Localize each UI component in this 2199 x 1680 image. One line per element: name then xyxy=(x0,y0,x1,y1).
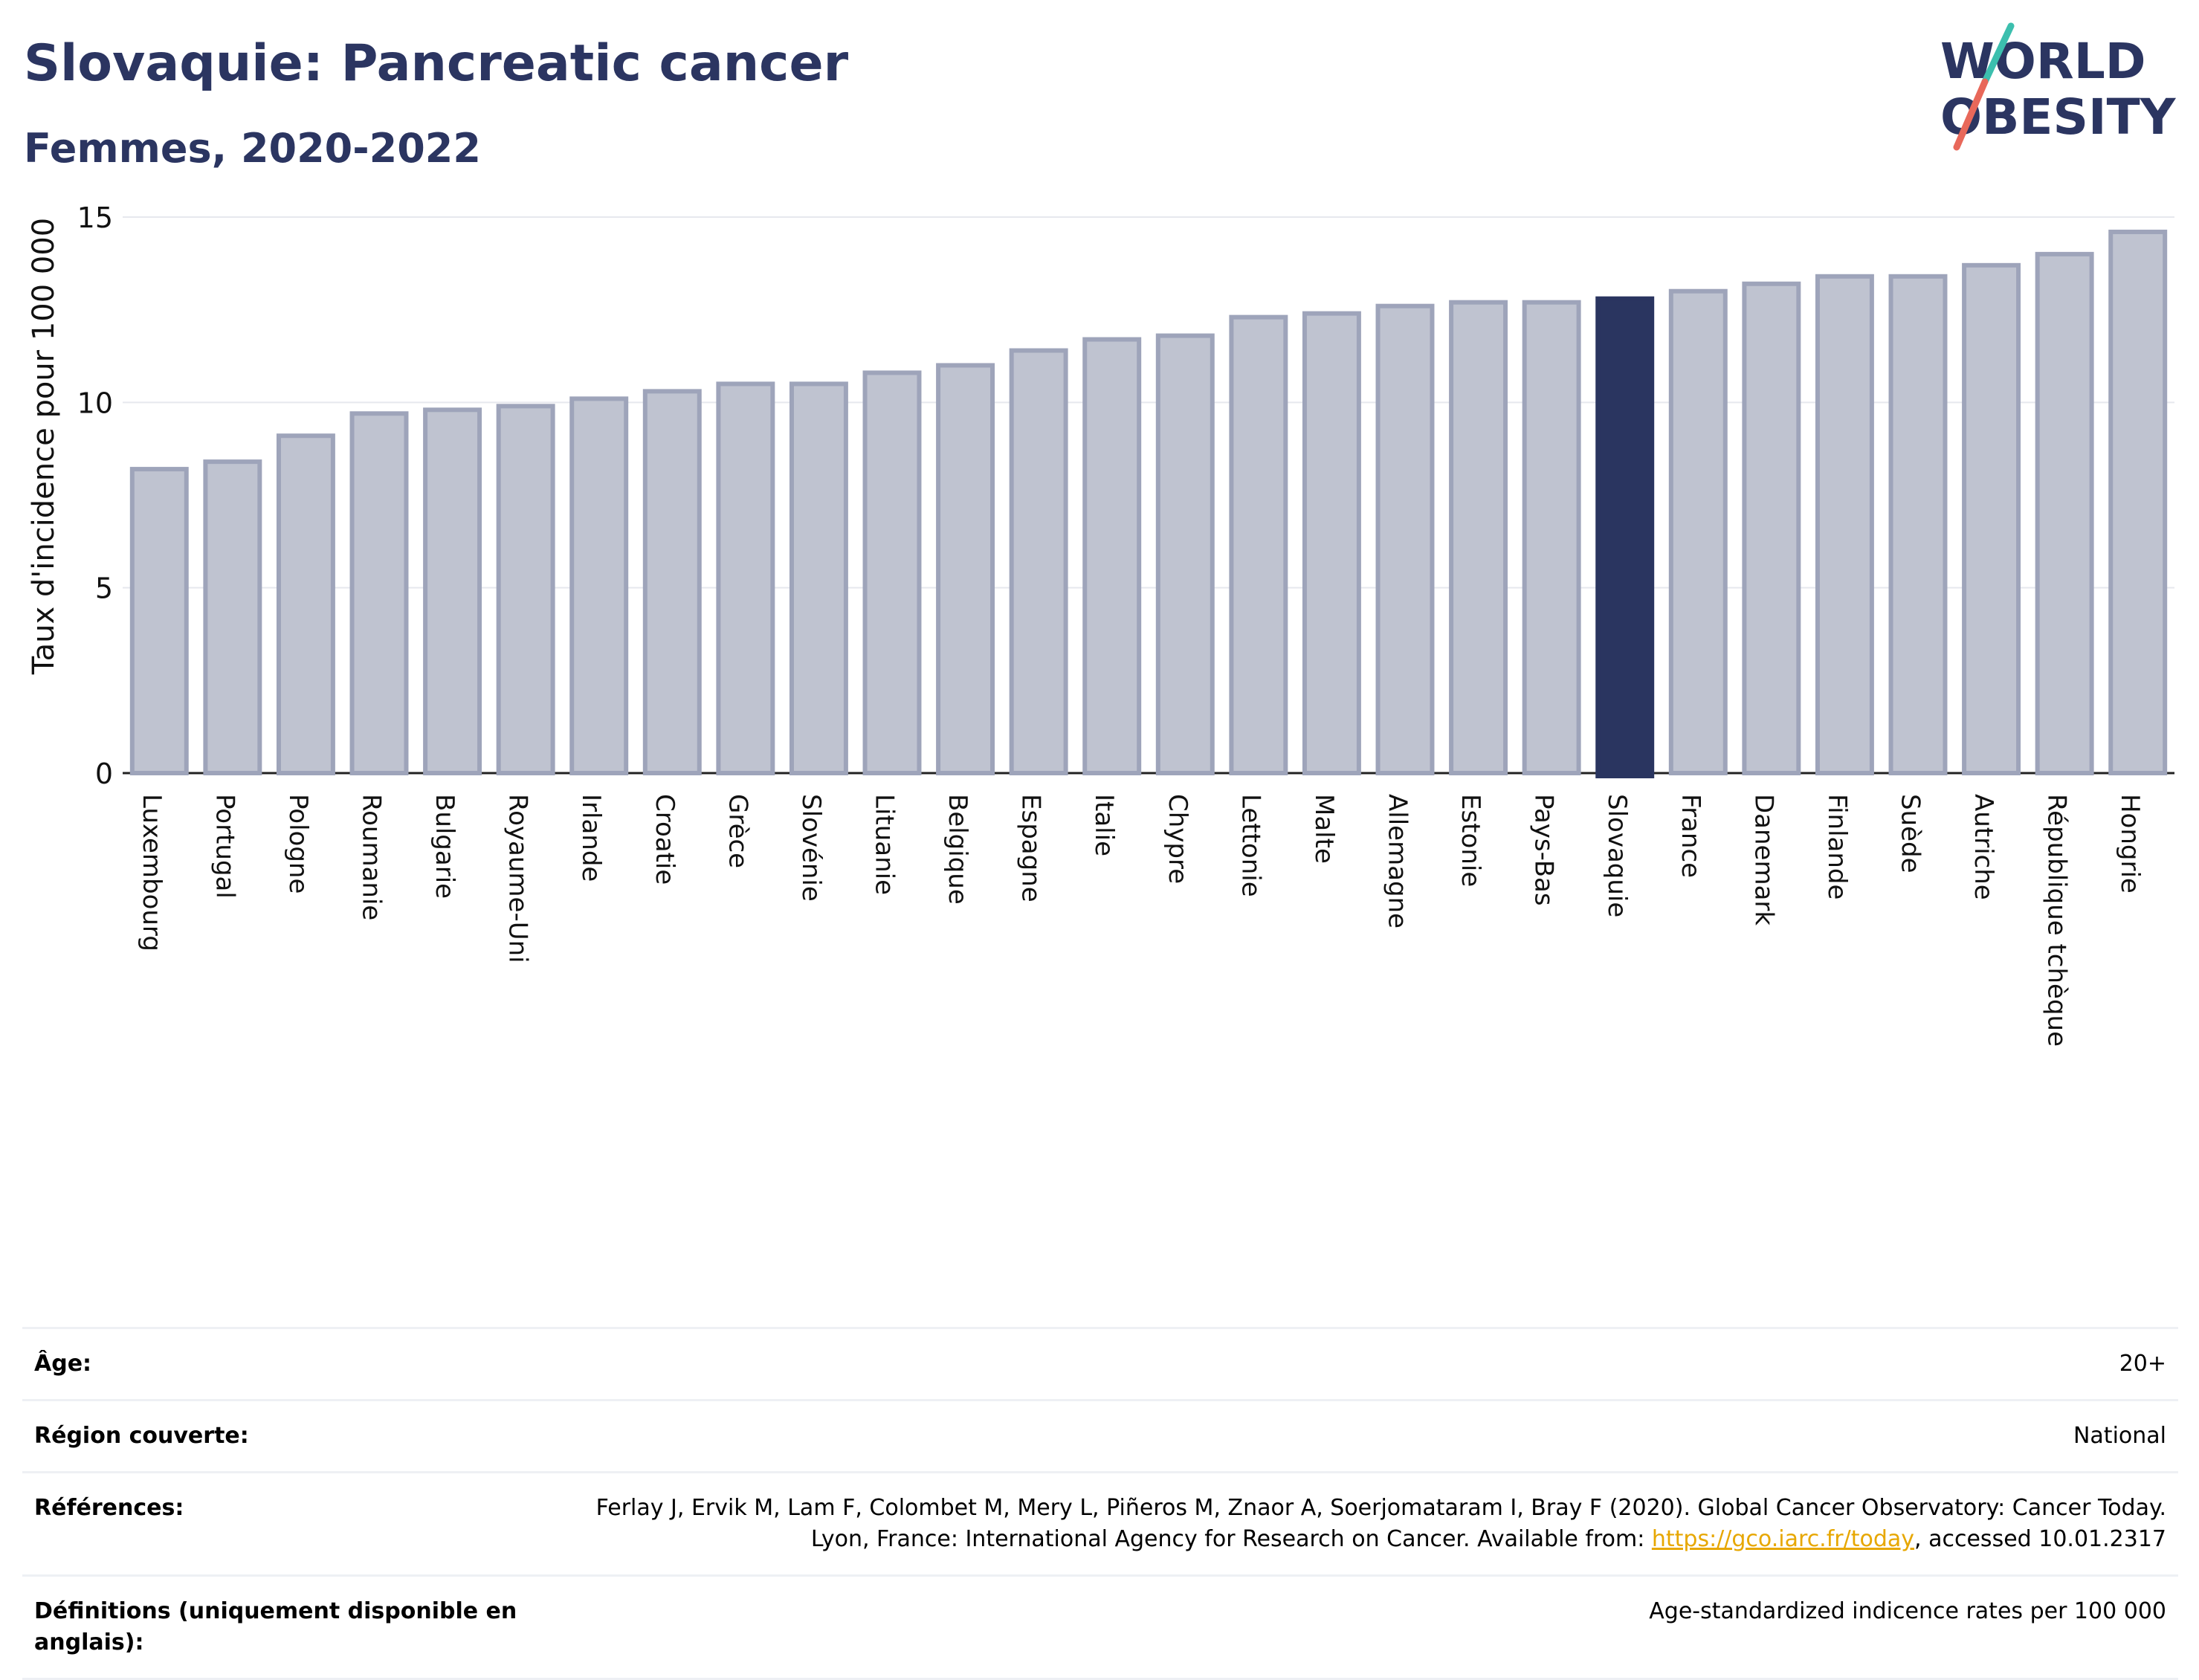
x-tick-label: Suède xyxy=(1896,794,1925,873)
bar-lituanie[interactable] xyxy=(862,370,922,775)
x-tick-label: Chypre xyxy=(1163,794,1192,884)
y-tick-label: 0 xyxy=(95,757,113,790)
bar-italie[interactable] xyxy=(1082,337,1142,775)
x-tick-label: Allemagne xyxy=(1383,794,1412,928)
y-tick-label: 10 xyxy=(77,387,113,419)
meta-value: Age-standardized indicence rates per 100… xyxy=(566,1574,2178,1680)
reference-text-end: , accessed 10.01.2317 xyxy=(1914,1526,2166,1552)
bar-danemark[interactable] xyxy=(1742,281,1801,775)
x-tick-label: Estonie xyxy=(1456,794,1485,887)
bar-hongrie[interactable] xyxy=(2108,229,2168,775)
bar-malte[interactable] xyxy=(1302,311,1361,775)
bar-allemagne[interactable] xyxy=(1375,303,1435,775)
meta-key: Région couverte: xyxy=(22,1399,566,1473)
bar-belgique[interactable] xyxy=(936,363,995,775)
meta-value: 20+ xyxy=(566,1327,2178,1400)
bar-espagne[interactable] xyxy=(1009,348,1068,775)
x-tick-label: Bulgarie xyxy=(430,794,459,899)
bar-suède[interactable] xyxy=(1888,274,1948,775)
x-tick-label: Royaume-Uni xyxy=(503,794,533,963)
bar-bulgarie[interactable] xyxy=(423,407,482,775)
bar-france[interactable] xyxy=(1668,288,1728,775)
x-tick-label: Luxembourg xyxy=(137,794,167,952)
reference-link[interactable]: https://gco.iarc.fr/today xyxy=(1651,1526,1915,1552)
x-tick-label: Slovaquie xyxy=(1602,794,1632,917)
x-tick-label: Belgique xyxy=(943,794,972,905)
meta-key: Définitions (uniquement disponible en an… xyxy=(22,1574,566,1680)
x-tick-label: Hongrie xyxy=(2115,794,2145,894)
y-tick-labels: 0 5 10 15 xyxy=(77,201,113,790)
bar-estonie[interactable] xyxy=(1449,300,1508,775)
bar-irlande[interactable] xyxy=(569,396,629,775)
x-tick-label: Espagne xyxy=(1016,794,1046,902)
x-tick-label: Malte xyxy=(1309,794,1339,864)
bar-royaume-uni[interactable] xyxy=(496,404,555,775)
meta-row-definitions: Définitions (uniquement disponible en an… xyxy=(22,1574,2178,1680)
x-tick-label: Pologne xyxy=(283,794,313,894)
bar-chart: Luxembourg Portugal Pologne Roumanie Bulgari… xyxy=(27,201,2174,1047)
bar-république-tchèque[interactable] xyxy=(2035,251,2094,776)
bars xyxy=(129,229,2168,778)
meta-key: Âge: xyxy=(22,1327,566,1400)
meta-value: Ferlay J, Ervik M, Lam F, Colombet M, Me… xyxy=(566,1471,2178,1576)
bar-pays-bas[interactable] xyxy=(1522,300,1581,775)
meta-value: National xyxy=(566,1399,2178,1473)
x-tick-label: Italie xyxy=(1089,794,1119,856)
x-tick-label: Croatie xyxy=(650,794,679,885)
bar-croatie[interactable] xyxy=(642,389,702,775)
world-obesity-logo: WORLD OBESITY xyxy=(1940,22,2177,151)
bar-pologne[interactable] xyxy=(276,433,335,775)
meta-row-age: Âge: 20+ xyxy=(22,1327,2178,1400)
x-tick-label: Autriche xyxy=(1969,794,1998,900)
x-tick-label: Finlande xyxy=(1822,794,1852,899)
bar-lettonie[interactable] xyxy=(1229,314,1288,775)
y-tick-label: 5 xyxy=(95,572,113,605)
x-tick-label: Grèce xyxy=(723,794,752,868)
x-tick-label: Slovénie xyxy=(796,794,826,902)
chart-subtitle: Femmes, 2020-2022 xyxy=(24,125,481,172)
meta-key: Références: xyxy=(22,1471,566,1576)
bar-portugal[interactable] xyxy=(203,459,262,775)
bar-autriche[interactable] xyxy=(1962,262,2021,775)
meta-row-region: Région couverte: National xyxy=(22,1399,2178,1473)
x-tick-label: Lituanie xyxy=(870,794,900,895)
bar-luxembourg[interactable] xyxy=(129,467,189,775)
x-tick-label: République tchèque xyxy=(2042,794,2072,1047)
bar-slovaquie[interactable] xyxy=(1595,296,1655,778)
bar-finlande[interactable] xyxy=(1815,274,1874,775)
x-tick-label: Danemark xyxy=(1748,794,1778,925)
bar-slovénie[interactable] xyxy=(789,381,848,775)
x-tick-label: Portugal xyxy=(210,794,239,899)
bar-grèce[interactable] xyxy=(716,381,775,775)
x-tick-label: Lettonie xyxy=(1236,794,1265,897)
x-tick-label: Irlande xyxy=(576,794,606,882)
y-axis-label: Taux d'incidence pour 100 000 xyxy=(27,218,61,675)
chart-title: Slovaquie: Pancreatic cancer xyxy=(24,34,849,93)
bar-chypre[interactable] xyxy=(1155,333,1215,776)
x-tick-label: Pays-Bas xyxy=(1529,794,1559,906)
y-tick-label: 15 xyxy=(77,201,113,234)
meta-row-references: Références: Ferlay J, Ervik M, Lam F, Co… xyxy=(22,1471,2178,1576)
bar-roumanie[interactable] xyxy=(349,411,409,775)
x-tick-labels: Luxembourg Portugal Pologne Roumanie Bulgari… xyxy=(137,794,2145,1047)
metadata-table: Âge: 20+ Région couverte: National Référ… xyxy=(22,1327,2178,1680)
reference-text: Ferlay J, Ervik M, Lam F, Colombet M, Me… xyxy=(595,1495,2166,1552)
svg-text:WORLD: WORLD xyxy=(1940,33,2146,90)
x-tick-label: France xyxy=(1676,794,1705,878)
x-tick-label: Roumanie xyxy=(357,794,387,920)
